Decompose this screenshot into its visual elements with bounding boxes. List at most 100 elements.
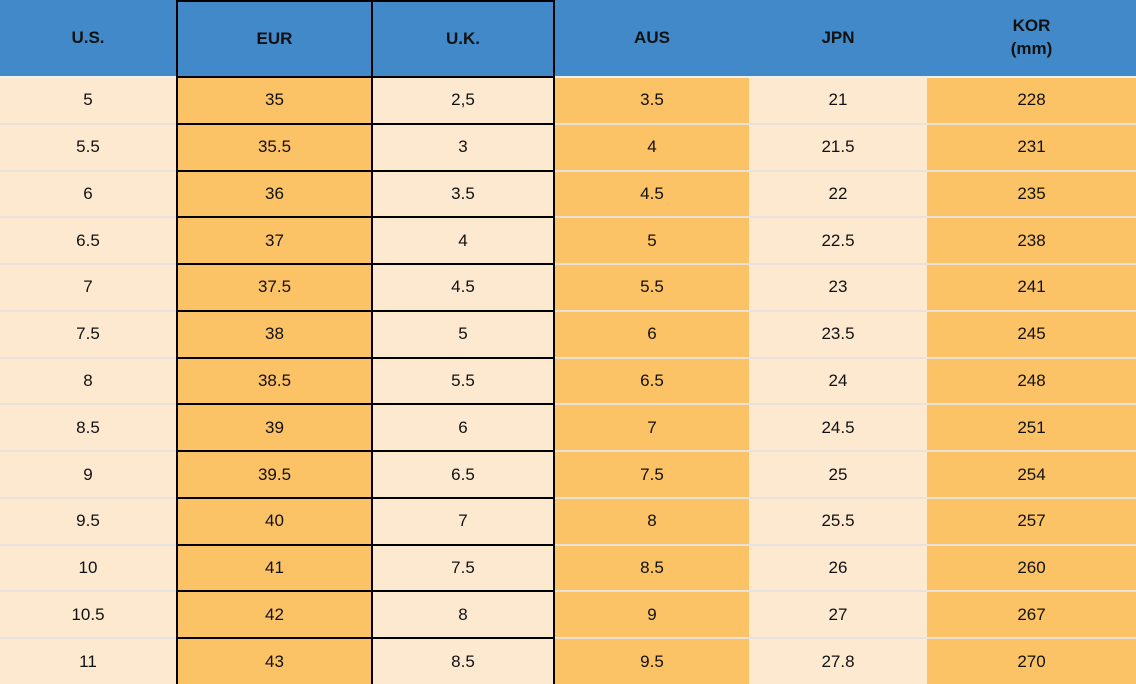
cell-kor: 267 [927, 590, 1136, 638]
col-header-eur: EUR [176, 0, 371, 76]
cell-aus: 8 [555, 496, 749, 544]
cell-kor: 270 [927, 637, 1136, 684]
cell-aus: 4 [555, 122, 749, 170]
cell-jpn: 23 [749, 263, 927, 310]
cell-jpn: 27.8 [749, 637, 927, 684]
cell-eur: 42 [176, 590, 371, 638]
cell-uk: 3 [371, 122, 555, 170]
cell-uk: 5.5 [371, 356, 555, 404]
cell-aus: 7.5 [555, 450, 749, 497]
cell-aus: 9 [555, 590, 749, 638]
cell-eur: 38.5 [176, 356, 371, 404]
cell-us: 9 [0, 450, 176, 497]
cell-kor: 235 [927, 169, 1136, 217]
col-header-uk-label: U.K. [446, 28, 480, 48]
cell-kor: 260 [927, 543, 1136, 591]
col-header-jpn: JPN [749, 0, 927, 76]
cell-us: 7 [0, 263, 176, 310]
cell-eur: 43 [176, 637, 371, 684]
cell-kor: 238 [927, 216, 1136, 264]
cell-jpn: 27 [749, 590, 927, 638]
cell-uk: 7.5 [371, 543, 555, 591]
cell-kor: 241 [927, 263, 1136, 310]
cell-us: 7.5 [0, 309, 176, 357]
cell-kor: 245 [927, 309, 1136, 357]
cell-us: 11 [0, 637, 176, 684]
cell-jpn: 24 [749, 356, 927, 404]
cell-aus: 9.5 [555, 637, 749, 684]
cell-uk: 8 [371, 590, 555, 638]
table-row: 9 39.5 6.5 7.5 25 254 [0, 450, 1136, 497]
cell-aus: 6 [555, 309, 749, 357]
cell-us: 8.5 [0, 403, 176, 451]
cell-uk: 4.5 [371, 263, 555, 310]
table-row: 10.5 42 8 9 27 267 [0, 590, 1136, 638]
table-row: 7.5 38 5 6 23.5 245 [0, 309, 1136, 357]
col-header-us: U.S. [0, 0, 176, 76]
cell-kor: 257 [927, 496, 1136, 544]
cell-jpn: 26 [749, 543, 927, 591]
cell-eur: 37 [176, 216, 371, 264]
cell-jpn: 21 [749, 76, 927, 123]
cell-eur: 39 [176, 403, 371, 451]
cell-aus: 5.5 [555, 263, 749, 310]
cell-uk: 3.5 [371, 169, 555, 217]
col-header-kor-label: KOR [1012, 16, 1051, 36]
cell-kor: 251 [927, 403, 1136, 451]
cell-us: 10 [0, 543, 176, 591]
cell-eur: 39.5 [176, 450, 371, 497]
cell-uk: 4 [371, 216, 555, 264]
table-row: 8 38.5 5.5 6.5 24 248 [0, 356, 1136, 404]
cell-us: 8 [0, 356, 176, 404]
table-row: 6.5 37 4 5 22.5 238 [0, 216, 1136, 264]
cell-kor: 228 [927, 76, 1136, 123]
cell-aus: 3.5 [555, 76, 749, 123]
col-header-kor-unit: (mm) [1010, 39, 1053, 58]
col-header-eur-label: EUR [256, 28, 293, 48]
cell-eur: 36 [176, 169, 371, 217]
cell-uk: 6.5 [371, 450, 555, 497]
cell-us: 5 [0, 76, 176, 123]
cell-aus: 4.5 [555, 169, 749, 217]
table-row: 10 41 7.5 8.5 26 260 [0, 543, 1136, 591]
cell-aus: 7 [555, 403, 749, 451]
cell-eur: 35.5 [176, 122, 371, 170]
col-header-uk: U.K. [371, 0, 555, 76]
table-body: 5 35 2,5 3.5 21 228 5.5 35.5 3 4 21.5 231 6 36 3.5 4.5 2… [0, 76, 1136, 684]
col-header-jpn-label: JPN [821, 27, 855, 47]
cell-jpn: 24.5 [749, 403, 927, 451]
cell-kor: 231 [927, 122, 1136, 170]
header-row: U.S. EUR U.K. AUS JPN KOR (mm) [0, 0, 1136, 76]
cell-uk: 5 [371, 309, 555, 357]
cell-jpn: 22.5 [749, 216, 927, 264]
table-row: 11 43 8.5 9.5 27.8 270 [0, 637, 1136, 684]
cell-us: 6 [0, 169, 176, 217]
cell-jpn: 25 [749, 450, 927, 497]
col-header-aus-label: AUS [634, 27, 670, 47]
cell-eur: 35 [176, 76, 371, 123]
cell-aus: 8.5 [555, 543, 749, 591]
cell-eur: 38 [176, 309, 371, 357]
cell-uk: 2,5 [371, 76, 555, 123]
cell-uk: 6 [371, 403, 555, 451]
cell-jpn: 21.5 [749, 122, 927, 170]
cell-aus: 5 [555, 216, 749, 264]
col-header-kor: KOR (mm) [927, 0, 1136, 76]
cell-us: 10.5 [0, 590, 176, 638]
cell-aus: 6.5 [555, 356, 749, 404]
table-row: 5.5 35.5 3 4 21.5 231 [0, 122, 1136, 170]
table-row: 5 35 2,5 3.5 21 228 [0, 76, 1136, 123]
cell-jpn: 25.5 [749, 496, 927, 544]
cell-kor: 254 [927, 450, 1136, 497]
col-header-us-label: U.S. [71, 27, 105, 47]
col-header-aus: AUS [555, 0, 749, 76]
cell-us: 6.5 [0, 216, 176, 264]
table-row: 7 37.5 4.5 5.5 23 241 [0, 263, 1136, 310]
cell-kor: 248 [927, 356, 1136, 404]
cell-eur: 40 [176, 496, 371, 544]
cell-uk: 7 [371, 496, 555, 544]
cell-jpn: 23.5 [749, 309, 927, 357]
cell-eur: 41 [176, 543, 371, 591]
table-row: 6 36 3.5 4.5 22 235 [0, 169, 1136, 217]
